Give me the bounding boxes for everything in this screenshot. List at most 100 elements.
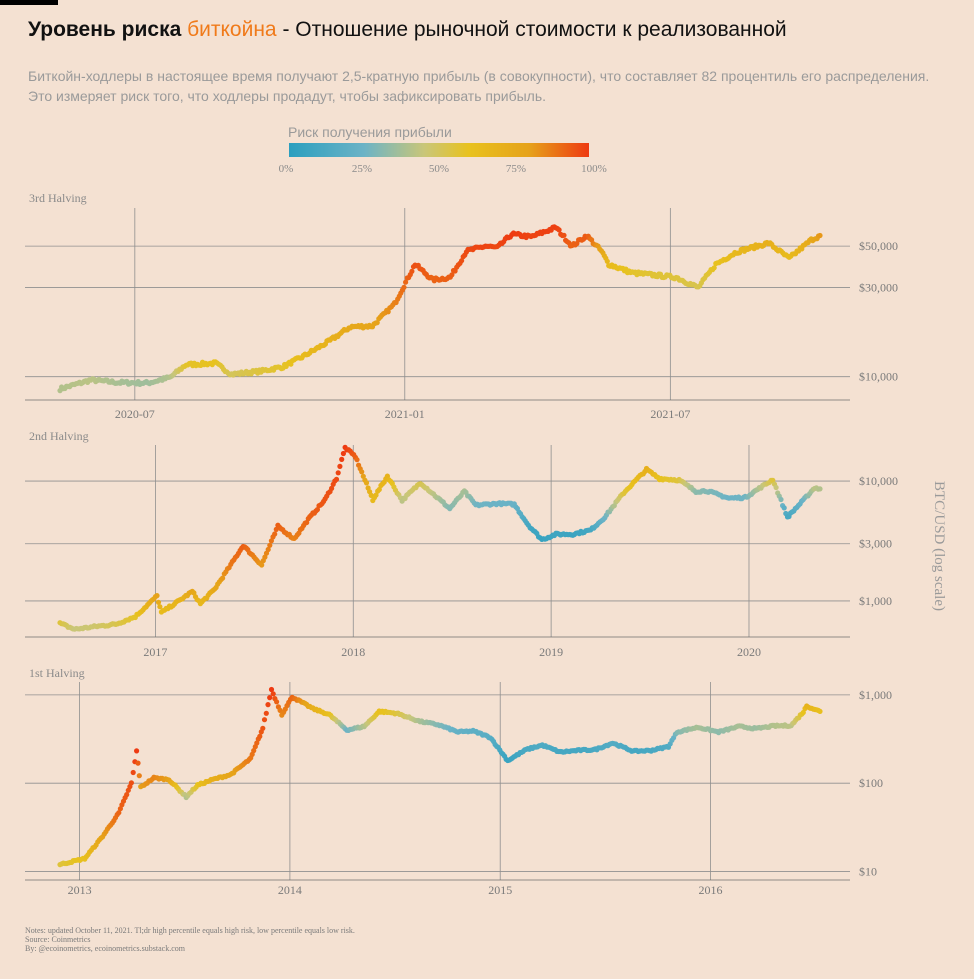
- x-tick-label: 2016: [699, 883, 723, 897]
- x-tick-label: 2017: [143, 645, 167, 659]
- data-point: [373, 492, 379, 498]
- y-tick-label: $100: [859, 776, 883, 790]
- data-point: [124, 792, 130, 798]
- x-tick-label: 2019: [539, 645, 563, 659]
- panel-0: $10,000 $30,000 $50,000 2020-07 2021-01 2021-…: [25, 208, 898, 421]
- panel-label-3rd-halving: 3rd Halving: [29, 191, 87, 205]
- data-point: [254, 740, 260, 746]
- subtitle: Биткойн-ходлеры в настоящее время получа…: [28, 66, 958, 106]
- y-tick-label: $1,000: [859, 688, 892, 702]
- y-tick-label: $10: [859, 864, 877, 878]
- footer-notes: Notes: updated October 11, 2021. Tl;dr h…: [25, 926, 355, 953]
- data-point: [363, 480, 370, 486]
- data-point: [257, 733, 263, 740]
- notes-text: Notes: updated October 11, 2021. Tl;dr h…: [25, 926, 355, 935]
- data-point: [272, 531, 278, 537]
- data-point: [401, 284, 407, 290]
- data-point: [128, 780, 134, 786]
- x-tick-label: 2020: [737, 645, 761, 659]
- data-point: [711, 265, 717, 271]
- x-tick-label: 2015: [488, 883, 512, 897]
- data-point: [268, 686, 275, 693]
- data-point: [354, 457, 360, 463]
- data-point: [117, 806, 123, 812]
- data-point: [116, 810, 122, 816]
- data-point: [267, 542, 273, 548]
- data-point: [274, 699, 280, 705]
- data-point: [155, 599, 162, 605]
- data-point: [268, 538, 274, 544]
- data-point: [136, 773, 142, 779]
- data-point: [556, 227, 562, 233]
- data-point: [220, 575, 226, 581]
- data-point: [154, 593, 160, 599]
- y-tick-label: $10,000: [859, 474, 898, 488]
- data-point: [778, 496, 784, 503]
- x-tick-label: 2013: [68, 883, 92, 897]
- data-point: [817, 486, 823, 492]
- data-point: [339, 456, 345, 462]
- legend-title: Риск получения прибыли: [288, 124, 452, 140]
- data-point: [561, 232, 567, 238]
- source-text: Source: Coinmetrics: [25, 935, 91, 944]
- data-point: [261, 717, 268, 723]
- data-point: [360, 473, 366, 479]
- data-point: [817, 232, 823, 239]
- y-tick-label: $10,000: [859, 370, 898, 384]
- x-tick-label: 2020-07: [115, 407, 155, 421]
- data-point: [374, 320, 380, 326]
- panel-label-2nd-halving: 2nd Halving: [29, 429, 89, 443]
- data-point: [265, 546, 271, 553]
- data-point: [329, 485, 335, 491]
- y-tick-label: $1,000: [859, 594, 892, 608]
- subtitle-line-1: Биткойн-ходлеры в настоящее время получа…: [28, 68, 930, 84]
- data-point: [403, 279, 409, 285]
- x-tick-label: 2018: [341, 645, 365, 659]
- title-bold: Уровень риска: [28, 18, 188, 41]
- data-point: [409, 268, 415, 274]
- risk-legend: Риск получения прибыли 0% 25% 50% 75% 10…: [279, 124, 607, 175]
- legend-tick-0: 0%: [279, 163, 294, 175]
- x-tick-label: 2014: [278, 883, 302, 897]
- data-point: [459, 258, 465, 264]
- subtitle-line-2: Это измеряет риск того, что ходлеры прод…: [28, 88, 547, 104]
- data-point: [265, 702, 271, 708]
- y-tick-label: $30,000: [859, 281, 898, 295]
- page-title: Уровень риска биткойна - Отношение рыноч…: [28, 18, 787, 42]
- title-highlight: биткойна: [187, 18, 277, 41]
- y-axis-label: BTC/USD (log scale): [931, 481, 947, 611]
- byline-text: By: @ecoinometrics, ecoinometrics.substa…: [25, 944, 185, 953]
- data-point: [817, 708, 823, 715]
- legend-tick-100: 100%: [581, 163, 607, 175]
- data-point: [135, 760, 141, 766]
- data-point: [333, 476, 340, 482]
- data-point: [251, 748, 257, 754]
- data-point: [270, 691, 276, 697]
- data-point: [262, 554, 268, 560]
- data-point: [376, 486, 382, 493]
- x-tick-label: 2021-01: [385, 407, 425, 421]
- y-tick-label: $50,000: [859, 239, 898, 253]
- data-point: [800, 709, 806, 716]
- title-rest: - Отношение рыночной стоимости к реализо…: [276, 18, 787, 41]
- panels-layer: $10,000 $30,000 $50,000 2020-07 2021-01 2021-…: [25, 208, 898, 897]
- x-tick-label: 2021-07: [650, 407, 690, 421]
- y-tick-label: $3,000: [859, 537, 892, 551]
- panel-label-1st-halving: 1st Halving: [29, 666, 85, 680]
- data-point: [335, 470, 341, 476]
- data-point: [304, 519, 310, 526]
- top-accent-bar: [0, 0, 58, 5]
- data-point: [157, 604, 163, 610]
- data-point: [259, 562, 265, 568]
- legend-tick-25: 25%: [352, 163, 372, 175]
- legend-tick-75: 75%: [506, 163, 526, 175]
- data-point: [449, 272, 455, 278]
- legend-color-bar: [289, 143, 589, 157]
- legend-tick-50: 50%: [429, 163, 449, 175]
- data-point: [337, 463, 343, 469]
- data-point: [781, 505, 787, 511]
- data-point: [260, 725, 266, 731]
- data-point: [267, 695, 273, 701]
- data-point: [263, 710, 269, 716]
